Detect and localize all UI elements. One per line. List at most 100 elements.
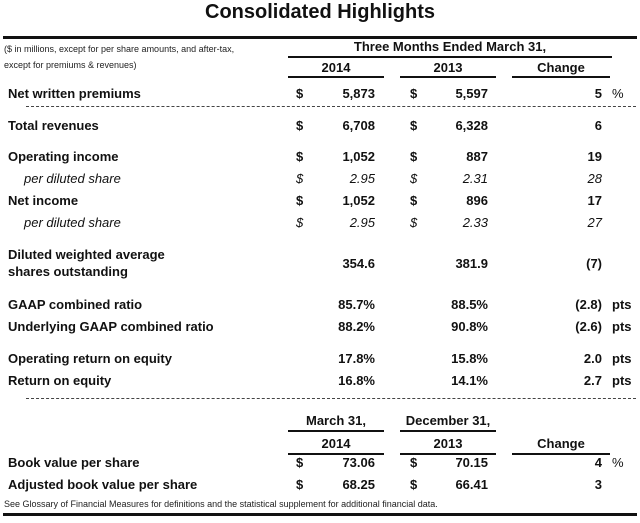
footnote: See Glossary of Financial Measures for d…: [4, 499, 438, 509]
row-label: Diluted weighted average: [8, 247, 165, 262]
col-underline: [288, 76, 384, 78]
currency-symbol: $: [296, 171, 304, 186]
value-prior: 14.1%: [451, 373, 488, 388]
table-row: Return on equity 16.8% 14.1% 2.7 pts: [0, 373, 640, 393]
value-prior: 66.41: [455, 477, 488, 492]
value-current: 68.25: [342, 477, 375, 492]
col-underline: [400, 76, 496, 78]
change-unit: pts: [612, 319, 632, 334]
col-underline: [288, 430, 384, 432]
dashed-separator: [26, 106, 636, 107]
col-underline: [288, 453, 384, 455]
value-prior: 887: [466, 149, 488, 164]
currency-symbol: $: [410, 455, 418, 470]
value-current: 85.7%: [338, 297, 375, 312]
change-value: (7): [586, 256, 602, 271]
col-header-change: Change: [537, 60, 585, 75]
table-row: Diluted weighted average 354.6 381.9 (7) sha…: [0, 247, 640, 279]
change-value: 2.0: [583, 351, 602, 366]
value-prior: 88.5%: [451, 297, 488, 312]
currency-symbol: $: [296, 118, 304, 133]
currency-symbol: $: [296, 477, 304, 492]
table-row: Total revenues $6,708 $6,328 6: [0, 118, 640, 138]
value-current: 16.8%: [338, 373, 375, 388]
table-row: Operating return on equity 17.8% 15.8% 2.0 p…: [0, 351, 640, 371]
col-underline: [512, 76, 610, 78]
change-unit: pts: [612, 351, 632, 366]
currency-symbol: $: [410, 149, 418, 164]
bv-col-header-top-2: December 31,: [405, 413, 491, 428]
table-row: Underlying GAAP combined ratio 88.2% 90.8%…: [0, 319, 640, 339]
value-prior: 15.8%: [451, 351, 488, 366]
bv-col-header-2013: 2013: [433, 436, 463, 451]
table-row: per diluted share $2.95 $2.31 28: [0, 171, 640, 191]
value-prior: 70.15: [455, 455, 488, 470]
col-header-2014: 2014: [321, 60, 351, 75]
change-value: 17: [587, 193, 602, 208]
value-current: 1,052: [342, 149, 375, 164]
bv-col-header-top-1: March 31,: [306, 413, 366, 428]
row-label-continued: shares outstanding: [8, 264, 128, 279]
col-header-2013: 2013: [433, 60, 463, 75]
change-value: 2.7: [583, 373, 602, 388]
value-prior: 381.9: [455, 256, 488, 271]
change-unit: pts: [612, 373, 632, 388]
row-label: Adjusted book value per share: [8, 477, 198, 492]
row-label: Operating return on equity: [8, 351, 172, 366]
currency-symbol: $: [296, 86, 304, 101]
value-current: 5,873: [342, 86, 375, 101]
row-label: Book value per share: [8, 455, 140, 470]
value-current: 17.8%: [338, 351, 375, 366]
currency-symbol: $: [296, 193, 304, 208]
period-header: Three Months Ended March 31,: [353, 39, 547, 54]
table-row: Net written premiums $5,873 $5,597 5%: [0, 86, 640, 106]
table-row: Book value per share $73.06 $70.15 4%: [0, 455, 640, 475]
value-current: 6,708: [342, 118, 375, 133]
currency-symbol: $: [296, 215, 304, 230]
value-prior: 90.8%: [451, 319, 488, 334]
value-prior: 896: [466, 193, 488, 208]
col-underline: [400, 430, 496, 432]
currency-symbol: $: [410, 215, 418, 230]
change-value: (2.8): [575, 297, 602, 312]
row-label: Net written premiums: [8, 86, 141, 101]
change-value: 3: [594, 477, 602, 492]
value-prior: 5,597: [455, 86, 488, 101]
dashed-separator: [26, 398, 636, 399]
table-row: Operating income $1,052 $887 19: [0, 149, 640, 169]
row-label: Return on equity: [8, 373, 112, 388]
page-title: Consolidated Highlights: [205, 1, 435, 23]
row-label: per diluted share: [24, 171, 121, 186]
value-current: 354.6: [342, 256, 375, 271]
period-underline: [288, 56, 612, 58]
table-row: Net income $1,052 $896 17: [0, 193, 640, 213]
col-underline: [400, 453, 496, 455]
currency-symbol: $: [410, 193, 418, 208]
value-prior: 2.31: [462, 171, 488, 186]
change-value: 6: [594, 118, 602, 133]
col-underline: [512, 453, 610, 455]
change-value: 4: [594, 455, 602, 470]
value-current: 1,052: [342, 193, 375, 208]
bv-col-header-2014: 2014: [321, 436, 351, 451]
change-value: (2.6): [575, 319, 602, 334]
change-value: 5: [594, 86, 602, 101]
table-row: GAAP combined ratio 85.7% 88.5% (2.8) pts: [0, 297, 640, 317]
change-value: 28: [587, 171, 602, 186]
row-label: GAAP combined ratio: [8, 297, 143, 312]
row-label: Operating income: [8, 149, 119, 164]
units-note-line-1: ($ in millions, except for per share amo…: [4, 44, 235, 54]
currency-symbol: $: [296, 149, 304, 164]
row-label: Net income: [8, 193, 79, 208]
top-rule: [3, 36, 637, 39]
value-prior: 2.33: [462, 215, 488, 230]
value-prior: 6,328: [455, 118, 488, 133]
currency-symbol: $: [410, 86, 418, 101]
change-value: 19: [587, 149, 602, 164]
table-row: per diluted share $2.95 $2.33 27: [0, 215, 640, 235]
change-unit: pts: [612, 297, 632, 312]
change-unit: %: [612, 455, 624, 470]
currency-symbol: $: [410, 171, 418, 186]
row-label: Total revenues: [8, 118, 99, 133]
